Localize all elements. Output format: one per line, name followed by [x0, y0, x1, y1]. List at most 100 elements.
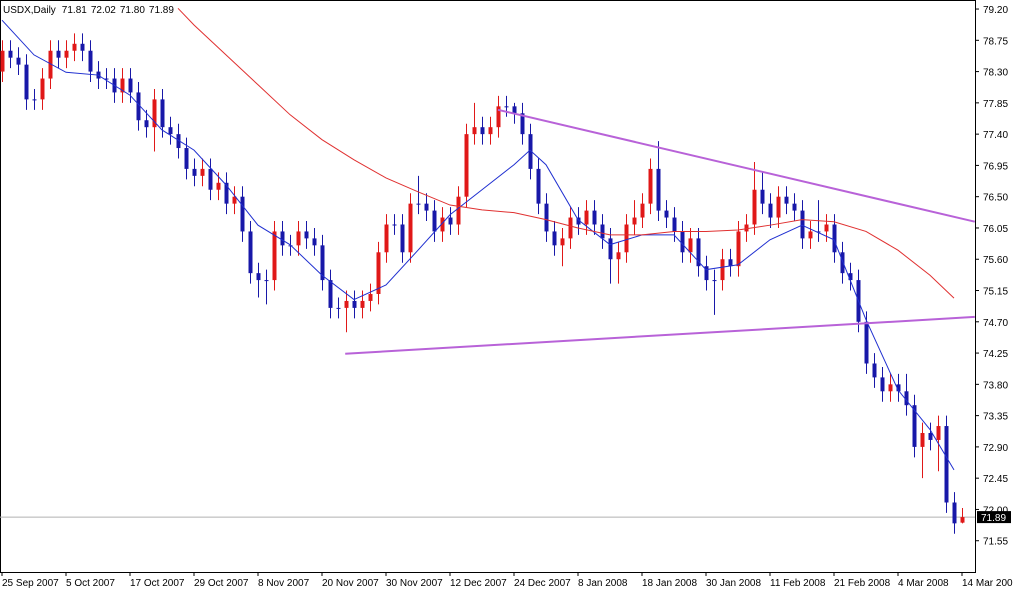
trendline: [345, 315, 975, 355]
candle-body: [720, 259, 725, 281]
candle-body: [648, 168, 653, 204]
ohlc: 71.81: [62, 5, 87, 16]
candle-body: [64, 50, 69, 58]
candle-body: [752, 189, 757, 225]
candle-body: [0, 50, 5, 72]
candle-body: [488, 127, 493, 135]
candle-body: [568, 217, 573, 239]
x-tick-label: 17 Oct 2007: [130, 578, 185, 589]
candle-body: [264, 280, 269, 282]
candle-body: [952, 502, 957, 524]
y-tick-label: 77.85: [983, 99, 1008, 110]
y-tick-label: 75.60: [983, 255, 1008, 266]
x-tick-label: 8 Nov 2007: [258, 578, 310, 589]
candle-body: [80, 43, 85, 51]
candle-body: [616, 252, 621, 260]
y-tick-label: 72.90: [983, 443, 1008, 454]
candle-body: [888, 384, 893, 392]
candle-body: [912, 405, 917, 447]
candle-body: [928, 432, 933, 440]
x-tick-label: 24 Dec 2007: [514, 578, 571, 589]
candle-body: [176, 134, 181, 149]
candle-body: [328, 280, 333, 308]
candle-body: [312, 238, 317, 246]
candle-body: [624, 224, 629, 253]
candle-body: [536, 168, 541, 204]
candle-body: [768, 203, 773, 218]
candle-body: [56, 50, 61, 58]
plot-frame: [0, 0, 976, 573]
candle-body: [592, 210, 597, 225]
candle-body: [248, 231, 253, 274]
x-tick-label: 25 Sep 2007: [2, 578, 59, 589]
ohlc: 71.89: [149, 5, 174, 16]
y-tick-label: 73.80: [983, 380, 1008, 391]
y-tick-label: 77.40: [983, 130, 1008, 141]
candle-body: [736, 231, 741, 267]
plot-area: [0, 7, 975, 534]
candle-body: [600, 224, 605, 239]
candle-body: [40, 78, 45, 100]
x-tick-label: 12 Dec 2007: [450, 578, 507, 589]
x-tick-label: 14 Mar 2008: [962, 578, 1013, 589]
candle-body: [72, 43, 77, 51]
candle-body: [944, 426, 949, 503]
candle-body: [224, 182, 229, 204]
candle-body: [832, 224, 837, 253]
candle-body: [104, 78, 109, 80]
x-tick-label: 5 Oct 2007: [66, 578, 115, 589]
candle-body: [512, 106, 517, 114]
candle-body: [552, 231, 557, 246]
ohlc: 71.80: [120, 5, 145, 16]
candle-body: [320, 245, 325, 281]
candle-body: [896, 384, 901, 392]
y-tick-label: 78.30: [983, 68, 1008, 79]
candle-body: [656, 168, 661, 211]
candle-body: [232, 196, 237, 204]
candle-body: [864, 321, 869, 364]
moving-average: [1, 19, 955, 471]
x-tick-label: 4 Mar 2008: [898, 578, 949, 589]
candle-body: [560, 238, 565, 246]
x-tick-label: 30 Nov 2007: [386, 578, 443, 589]
y-tick-label: 73.35: [983, 412, 1008, 423]
candle-body: [432, 210, 437, 232]
x-tick-label: 30 Jan 2008: [706, 578, 761, 589]
candle-body: [208, 168, 213, 190]
ohlc: 72.02: [91, 5, 116, 16]
candle-body: [344, 300, 349, 308]
candle-body: [528, 134, 533, 169]
x-tick-label: 11 Feb 2008: [770, 578, 826, 589]
candle-body: [352, 300, 357, 308]
candle-body: [480, 127, 485, 135]
candle-body: [960, 517, 965, 523]
y-tick-label: 76.50: [983, 193, 1008, 204]
candle-body: [840, 252, 845, 274]
candle-body: [88, 50, 93, 72]
candle-body: [424, 203, 429, 211]
candle-body: [48, 50, 53, 79]
candle-body: [152, 99, 157, 128]
candle-body: [168, 127, 173, 135]
y-tick-label: 71.55: [983, 537, 1008, 548]
candle-body: [504, 106, 509, 108]
candle-body: [544, 203, 549, 232]
candle-body: [376, 252, 381, 294]
x-tick-label: 18 Jan 2008: [642, 578, 697, 589]
candle-body: [520, 113, 525, 135]
y-tick-label: 75.15: [983, 287, 1008, 298]
candle-body: [120, 78, 125, 93]
x-tick-label: 29 Oct 2007: [194, 578, 249, 589]
y-tick-label: 79.20: [983, 5, 1008, 16]
candle-body: [400, 224, 405, 253]
candle-body: [664, 210, 669, 218]
x-tick-label: 8 Jan 2008: [578, 578, 628, 589]
candle-body: [296, 231, 301, 246]
candle-body: [368, 293, 373, 301]
candle-body: [128, 78, 133, 93]
candle-body: [760, 189, 765, 204]
candle-body: [392, 224, 397, 226]
y-tick-label: 72.45: [983, 474, 1008, 485]
candle-body: [744, 224, 749, 232]
